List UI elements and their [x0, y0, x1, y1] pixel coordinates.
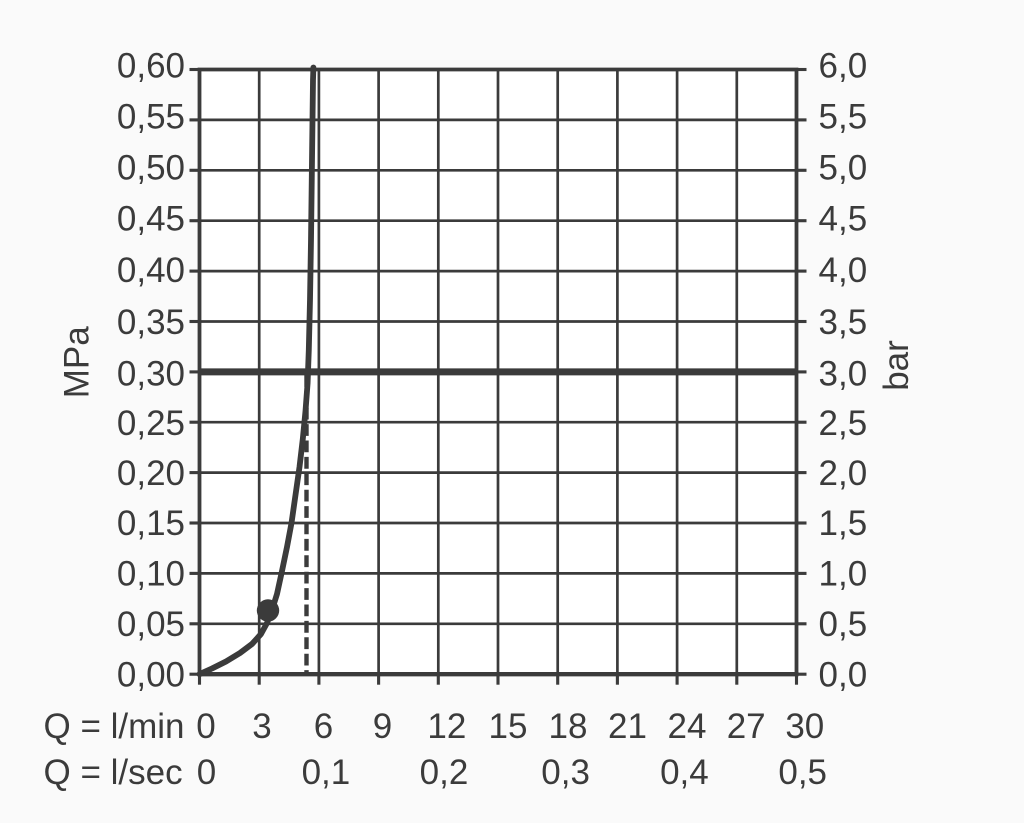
svg-text:Q = l/min: Q = l/min — [44, 707, 185, 746]
svg-text:0: 0 — [197, 753, 216, 792]
svg-text:0,20: 0,20 — [117, 454, 185, 493]
svg-text:bar: bar — [877, 340, 916, 391]
svg-text:0,25: 0,25 — [117, 404, 185, 443]
svg-text:0,1: 0,1 — [302, 753, 351, 792]
svg-text:0: 0 — [196, 707, 215, 746]
svg-text:5,5: 5,5 — [819, 97, 868, 136]
svg-text:0,5: 0,5 — [819, 605, 868, 644]
svg-text:0,35: 0,35 — [117, 303, 185, 342]
svg-text:18: 18 — [549, 707, 588, 746]
svg-text:1,0: 1,0 — [819, 555, 868, 594]
svg-text:3,5: 3,5 — [819, 303, 868, 342]
svg-text:0,55: 0,55 — [117, 97, 185, 136]
svg-text:3,0: 3,0 — [819, 354, 868, 393]
svg-text:0,30: 0,30 — [117, 354, 185, 393]
svg-text:Q = l/sec: Q = l/sec — [44, 753, 183, 792]
svg-text:5,0: 5,0 — [819, 148, 868, 187]
svg-text:0,3: 0,3 — [541, 753, 590, 792]
svg-text:24: 24 — [668, 707, 707, 746]
svg-text:4,0: 4,0 — [819, 251, 868, 290]
svg-text:0,45: 0,45 — [117, 199, 185, 238]
svg-text:9: 9 — [373, 707, 392, 746]
svg-text:21: 21 — [608, 707, 647, 746]
svg-text:0,5: 0,5 — [778, 753, 827, 792]
svg-text:30: 30 — [785, 707, 824, 746]
svg-text:27: 27 — [727, 707, 766, 746]
svg-text:2,5: 2,5 — [819, 404, 868, 443]
svg-text:0,10: 0,10 — [117, 555, 185, 594]
svg-text:0,2: 0,2 — [420, 753, 469, 792]
svg-text:3: 3 — [252, 707, 271, 746]
svg-text:0,40: 0,40 — [117, 251, 185, 290]
svg-text:0,50: 0,50 — [117, 148, 185, 187]
svg-text:0,0: 0,0 — [819, 655, 868, 694]
svg-text:2,0: 2,0 — [819, 454, 868, 493]
svg-text:0,4: 0,4 — [660, 753, 709, 792]
svg-text:15: 15 — [489, 707, 528, 746]
svg-text:0,05: 0,05 — [117, 605, 185, 644]
svg-text:1,5: 1,5 — [819, 504, 868, 543]
svg-text:12: 12 — [427, 707, 466, 746]
svg-text:6,0: 6,0 — [819, 47, 868, 86]
svg-text:6: 6 — [314, 707, 333, 746]
svg-text:0,00: 0,00 — [117, 655, 185, 694]
svg-text:MPa: MPa — [58, 326, 97, 399]
svg-text:4,5: 4,5 — [819, 199, 868, 238]
svg-text:0,60: 0,60 — [117, 47, 185, 86]
svg-text:0,15: 0,15 — [117, 504, 185, 543]
